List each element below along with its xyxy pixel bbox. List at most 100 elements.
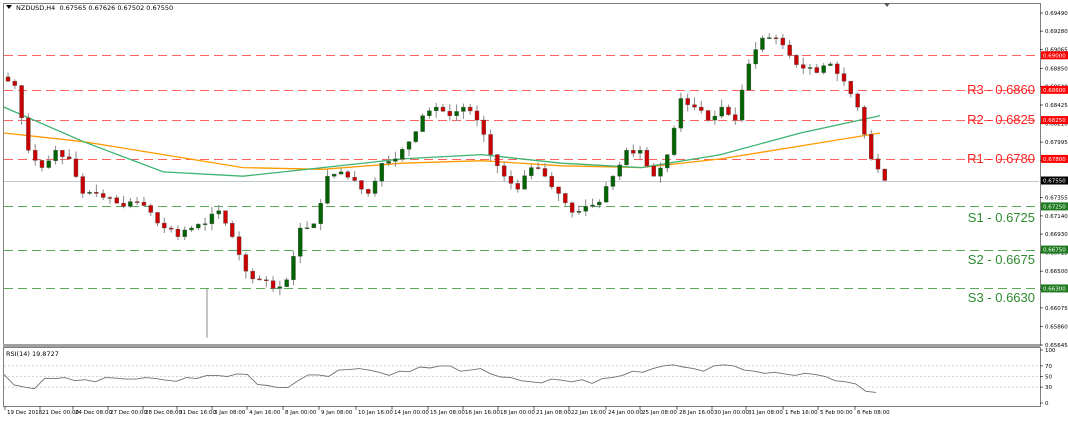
bear-candle[interactable] [352, 176, 357, 181]
bull-candle[interactable] [522, 175, 527, 190]
bear-candle[interactable] [488, 134, 493, 155]
bear-candle[interactable] [692, 104, 697, 108]
bear-candle[interactable] [705, 110, 711, 121]
bear-candle[interactable] [855, 93, 860, 108]
bear-candle[interactable] [134, 201, 140, 203]
bull-candle[interactable] [128, 201, 133, 207]
bear-candle[interactable] [773, 37, 779, 39]
bull-candle[interactable] [603, 186, 609, 203]
bear-candle[interactable] [685, 98, 690, 105]
bull-candle[interactable] [46, 160, 51, 168]
bull-candle[interactable] [746, 63, 752, 91]
bull-candle[interactable] [427, 110, 432, 116]
bull-candle[interactable] [434, 106, 439, 111]
bear-candle[interactable] [549, 175, 554, 188]
bear-candle[interactable] [542, 168, 548, 177]
bull-candle[interactable] [753, 49, 758, 65]
bear-candle[interactable] [168, 227, 174, 230]
bear-candle[interactable] [26, 117, 31, 151]
bull-candle[interactable] [821, 65, 826, 73]
bear-candle[interactable] [32, 150, 38, 161]
bull-candle[interactable] [739, 89, 745, 121]
bull-candle[interactable] [529, 167, 534, 176]
bear-candle[interactable] [80, 176, 85, 194]
bear-candle[interactable] [73, 158, 79, 177]
bear-candle[interactable] [875, 158, 881, 170]
bull-candle[interactable] [53, 150, 58, 161]
bear-candle[interactable] [223, 210, 228, 224]
bull-candle[interactable] [461, 106, 466, 112]
bear-candle[interactable] [535, 167, 541, 169]
bear-candle[interactable] [94, 192, 99, 194]
rsi-panel[interactable] [3, 347, 1041, 407]
bear-candle[interactable] [60, 150, 65, 158]
chart-shift-marker-icon[interactable] [884, 3, 890, 7]
bull-candle[interactable] [304, 227, 310, 229]
bear-candle[interactable] [631, 150, 636, 154]
bear-candle[interactable] [801, 64, 806, 69]
bear-candle[interactable] [39, 160, 45, 168]
bear-candle[interactable] [841, 73, 847, 82]
bear-candle[interactable] [114, 197, 119, 204]
dropdown-triangle-icon[interactable] [6, 5, 12, 9]
bear-candle[interactable] [644, 150, 650, 167]
bear-candle[interactable] [5, 76, 11, 82]
bear-candle[interactable] [556, 186, 561, 194]
bull-candle[interactable] [189, 227, 194, 231]
bear-candle[interactable] [787, 44, 792, 56]
bull-candle[interactable] [760, 37, 765, 50]
bear-candle[interactable] [121, 202, 126, 207]
bull-candle[interactable] [678, 98, 684, 129]
bull-candle[interactable] [828, 63, 833, 66]
bear-candle[interactable] [243, 254, 249, 272]
panel-splitter[interactable] [3, 344, 1040, 347]
bull-candle[interactable] [658, 167, 663, 177]
bull-candle[interactable] [291, 256, 296, 281]
bull-candle[interactable] [318, 203, 323, 224]
bear-candle[interactable] [814, 67, 820, 73]
bull-candle[interactable] [386, 161, 391, 164]
bull-candle[interactable] [332, 173, 337, 177]
bull-candle[interactable] [216, 210, 221, 215]
bull-candle[interactable] [202, 223, 208, 225]
bear-candle[interactable] [794, 55, 799, 65]
bear-candle[interactable] [501, 165, 507, 177]
bull-candle[interactable] [413, 131, 419, 142]
bear-candle[interactable] [780, 37, 786, 46]
bull-candle[interactable] [617, 164, 622, 177]
bear-candle[interactable] [230, 223, 235, 237]
bear-candle[interactable] [264, 279, 269, 282]
bull-candle[interactable] [338, 171, 344, 175]
bull-candle[interactable] [624, 150, 629, 166]
bear-candle[interactable] [848, 81, 854, 95]
bull-candle[interactable] [284, 279, 289, 287]
bull-candle[interactable] [610, 175, 616, 187]
bull-candle[interactable] [325, 175, 330, 204]
bear-candle[interactable] [257, 278, 262, 281]
bear-candle[interactable] [726, 106, 731, 115]
bear-candle[interactable] [440, 106, 446, 112]
bear-candle[interactable] [862, 106, 867, 135]
bear-candle[interactable] [236, 236, 242, 255]
bear-candle[interactable] [141, 201, 147, 206]
bear-candle[interactable] [515, 183, 520, 190]
bull-candle[interactable] [454, 111, 459, 116]
bull-candle[interactable] [400, 149, 405, 160]
bull-candle[interactable] [665, 154, 670, 169]
bear-candle[interactable] [569, 202, 575, 213]
bull-candle[interactable] [807, 67, 813, 69]
bear-candle[interactable] [366, 189, 371, 194]
bull-candle[interactable] [637, 150, 643, 154]
bear-candle[interactable] [162, 222, 167, 229]
bull-candle[interactable] [372, 180, 378, 194]
bear-candle[interactable] [882, 168, 887, 181]
bull-candle[interactable] [393, 158, 398, 162]
bull-candle[interactable] [87, 192, 92, 194]
bull-candle[interactable] [277, 286, 283, 289]
bull-candle[interactable] [712, 115, 718, 121]
bull-candle[interactable] [379, 163, 385, 182]
bear-candle[interactable] [66, 156, 72, 160]
bear-candle[interactable] [12, 81, 17, 86]
bull-candle[interactable] [576, 211, 582, 213]
bear-candle[interactable] [175, 228, 181, 237]
